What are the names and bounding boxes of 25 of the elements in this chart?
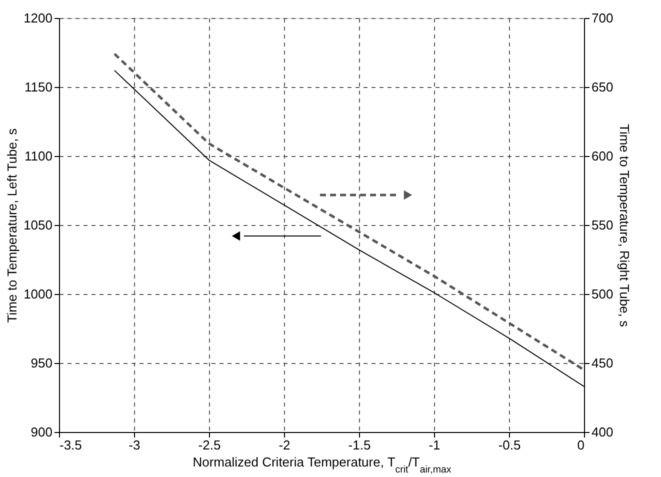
x-tick-label: -1.5 — [348, 438, 371, 452]
y2-tick-label: 650 — [592, 80, 614, 94]
y2-tick-label: 550 — [592, 218, 614, 232]
y2-axis-title: Time to Temperature, Right Tube, s — [617, 124, 632, 328]
y-tick-label: 1100 — [24, 148, 52, 164]
x-axis-title: Normalized Criteria Temperature, T$_{crit}$/T$_{air,max}$ — [192, 454, 452, 475]
y-tick-label: 1150 — [24, 80, 52, 94]
x-tick-label: -1 — [428, 438, 440, 452]
y-tick-label: 1200 — [24, 10, 52, 26]
y-tick-label: 900 — [30, 424, 52, 440]
x-tick-label: -3.5 — [60, 438, 82, 452]
x-tick-label: -3 — [128, 438, 140, 452]
x-tick-label: -0.5 — [498, 438, 521, 452]
y2-tick-label: 500 — [592, 286, 614, 302]
x-tick-label: -2.5 — [198, 438, 221, 452]
x-tick-label: -2 — [278, 438, 290, 452]
y2-tick-label: 450 — [592, 356, 614, 370]
y2-tick-label: 700 — [592, 10, 614, 26]
x-tick-label: 0 — [577, 438, 584, 452]
y2-tick-label: 600 — [592, 148, 614, 164]
y-tick-label: 1000 — [24, 286, 52, 302]
y-tick-label: 950 — [30, 356, 52, 370]
y-axis-title: Time to Temperature, Left Tube, s — [4, 128, 20, 323]
y2-tick-label: 400 — [592, 424, 614, 440]
y-tick-label: 1050 — [24, 218, 52, 232]
